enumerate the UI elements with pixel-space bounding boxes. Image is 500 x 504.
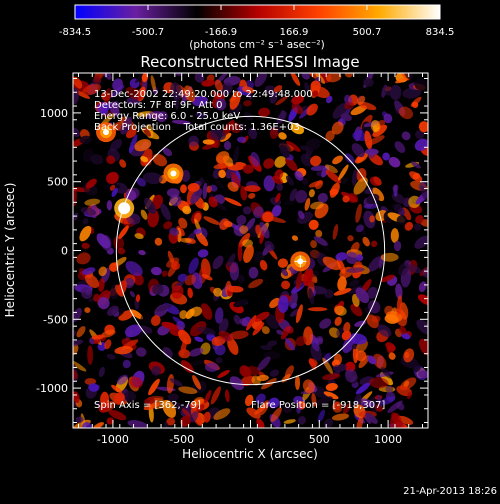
heatmap-blobs (73, 73, 428, 428)
colorbar-tick-label: -834.5 (59, 27, 91, 38)
y-tick-label: -1000 (36, 382, 68, 395)
colorbar-tick-label: -500.7 (132, 27, 164, 38)
spin-axis-cross-marker (294, 255, 307, 268)
timestamp: 21-Apr-2013 18:26 (403, 486, 497, 497)
colorbar-tick-label: -166.9 (205, 27, 237, 38)
spin-axis-label: Spin Axis = [362,-79] (94, 400, 201, 411)
colorbar-tick-label: 500.7 (353, 27, 382, 38)
y-axis-label: Heliocentric Y (arcsec) (3, 183, 17, 318)
bright-source-core (170, 170, 177, 177)
colorbar-unit-label: (photons cm⁻² s⁻¹ asec⁻²) (189, 39, 324, 51)
colorbar: -834.5 -500.7 -166.9 166.9 500.7 834.5 (photo… (59, 4, 454, 51)
y-tick-label: 500 (47, 176, 68, 189)
heatmap-image (73, 73, 428, 428)
x-tick-label: 500 (309, 433, 330, 446)
x-axis-label: Heliocentric X (arcsec) (182, 447, 318, 461)
y-tick-label: -500 (43, 313, 68, 326)
info-line-time: 13-Dec-2002 22:49:20.000 to 22:49:48.000 (94, 89, 313, 100)
y-axis: -1000 -500 0 500 1000 (36, 78, 428, 423)
flare-position-label: Flare Position = [-918,307] (251, 400, 385, 411)
x-axis: -1000 -500 0 500 1000 (78, 73, 423, 446)
colorbar-ticks: -834.5 -500.7 -166.9 166.9 500.7 834.5 (59, 5, 454, 38)
y-tick-label: 1000 (40, 107, 68, 120)
solar-limb-circle (115, 115, 386, 386)
colorbar-gradient (74, 4, 441, 20)
chart-title: Reconstructed RHESSI Image (140, 53, 359, 71)
bright-source-core (103, 129, 110, 136)
info-line-energy: Energy Range: 6.0 - 25.0 keV (94, 111, 240, 122)
colorbar-tick-label: 834.5 (426, 27, 455, 38)
info-line-detectors: Detectors: 7F 8F 9F, Att 0 (94, 100, 222, 111)
x-tick-label: -500 (169, 433, 194, 446)
info-line-method: Back Projection Total counts: 1.36E+03 (94, 122, 300, 133)
colorbar-tick-label: 166.9 (280, 27, 309, 38)
info-block: 13-Dec-2002 22:49:20.000 to 22:49:48.000… (94, 89, 313, 133)
y-tick-label: 0 (61, 245, 68, 258)
bright-sources (96, 122, 311, 272)
x-tick-label: 1000 (374, 433, 402, 446)
x-tick-label: 0 (247, 433, 254, 446)
x-tick-label: -1000 (97, 433, 129, 446)
